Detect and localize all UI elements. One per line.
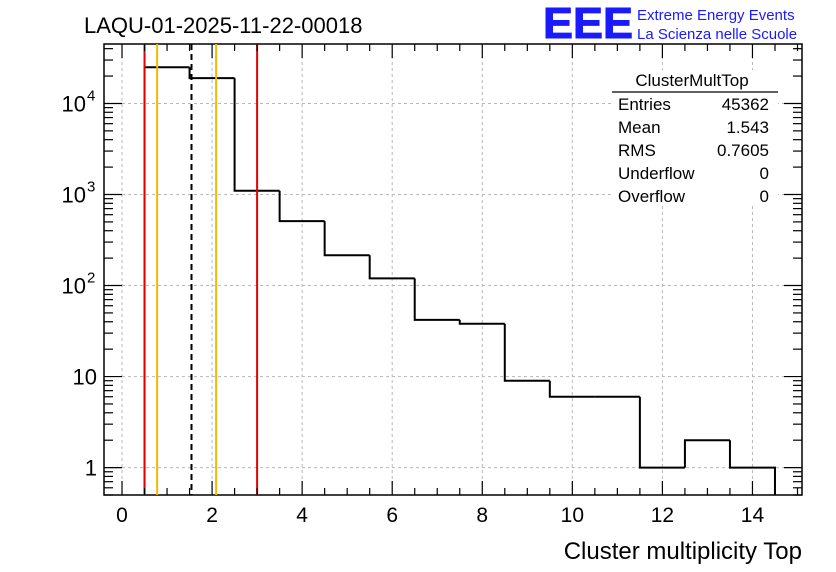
y-tick-label: 1 bbox=[85, 456, 97, 481]
logo-line2: La Scienza nelle Scuole bbox=[637, 26, 797, 43]
y-tick-label: 10 bbox=[73, 365, 97, 390]
stats-label: Mean bbox=[618, 118, 661, 137]
stats-label: Overflow bbox=[618, 187, 686, 206]
eee-logo: EEE Extreme Energy Events La Scienza nel… bbox=[543, 0, 798, 49]
y-tick-label: 10 bbox=[62, 182, 86, 207]
histogram-bin bbox=[323, 221, 370, 257]
stats-value: 0 bbox=[760, 187, 769, 206]
marker-lines bbox=[143, 44, 259, 495]
y-tick-label: 10 bbox=[62, 91, 86, 116]
x-axis-title: Cluster multiplicity Top bbox=[564, 538, 802, 565]
histogram-bin bbox=[728, 440, 776, 495]
x-tick-label: 6 bbox=[386, 504, 398, 527]
x-tick-label: 2 bbox=[206, 504, 218, 527]
y-tick-exponent: 2 bbox=[87, 270, 95, 287]
histogram-bin bbox=[368, 255, 415, 280]
logo-line1: Extreme Energy Events bbox=[637, 7, 795, 24]
histogram-bin bbox=[188, 67, 235, 80]
stats-box-bg bbox=[612, 70, 778, 206]
x-tick-label: 12 bbox=[651, 504, 674, 527]
x-tick-label: 14 bbox=[741, 504, 765, 527]
stats-value: 45362 bbox=[722, 95, 769, 114]
histogram-bin bbox=[143, 66, 190, 495]
stats-label: Underflow bbox=[618, 164, 695, 183]
x-tick-label: 4 bbox=[296, 504, 308, 527]
stats-value: 0.7605 bbox=[717, 141, 769, 160]
stats-label: RMS bbox=[618, 141, 656, 160]
y-tick-exponent: 3 bbox=[87, 178, 95, 195]
stats-value: 1.543 bbox=[726, 118, 769, 137]
y-tick-exponent: 4 bbox=[87, 87, 95, 104]
x-tick-label: 0 bbox=[116, 504, 128, 527]
histogram-bin bbox=[548, 380, 595, 398]
histogram-bin bbox=[233, 78, 280, 192]
histogram-bin bbox=[503, 323, 550, 382]
logo-letters: EEE bbox=[543, 0, 633, 48]
stats-label: Entries bbox=[618, 95, 671, 114]
stats-value: 0 bbox=[760, 164, 769, 183]
stats-box: ClusterMultTop Entries 45362 Mean 1.543 RMS 0… bbox=[612, 70, 778, 206]
histogram-bin bbox=[458, 319, 505, 325]
x-tick-label: 8 bbox=[476, 504, 488, 527]
plot-frame bbox=[103, 43, 803, 496]
histogram-bin bbox=[413, 278, 460, 321]
chart-title: LAQU-01-2025-11-22-00018 bbox=[84, 13, 362, 38]
histogram-bin bbox=[638, 396, 685, 469]
histogram-bin bbox=[683, 439, 730, 468]
stats-title: ClusterMultTop bbox=[635, 71, 748, 90]
y-tick-label: 10 bbox=[62, 274, 86, 299]
x-tick-label: 10 bbox=[561, 504, 584, 527]
x-axis: 0 2 4 6 8 10 12 14 bbox=[116, 44, 799, 527]
grid-lines bbox=[104, 44, 802, 495]
histogram-bin bbox=[278, 190, 325, 223]
